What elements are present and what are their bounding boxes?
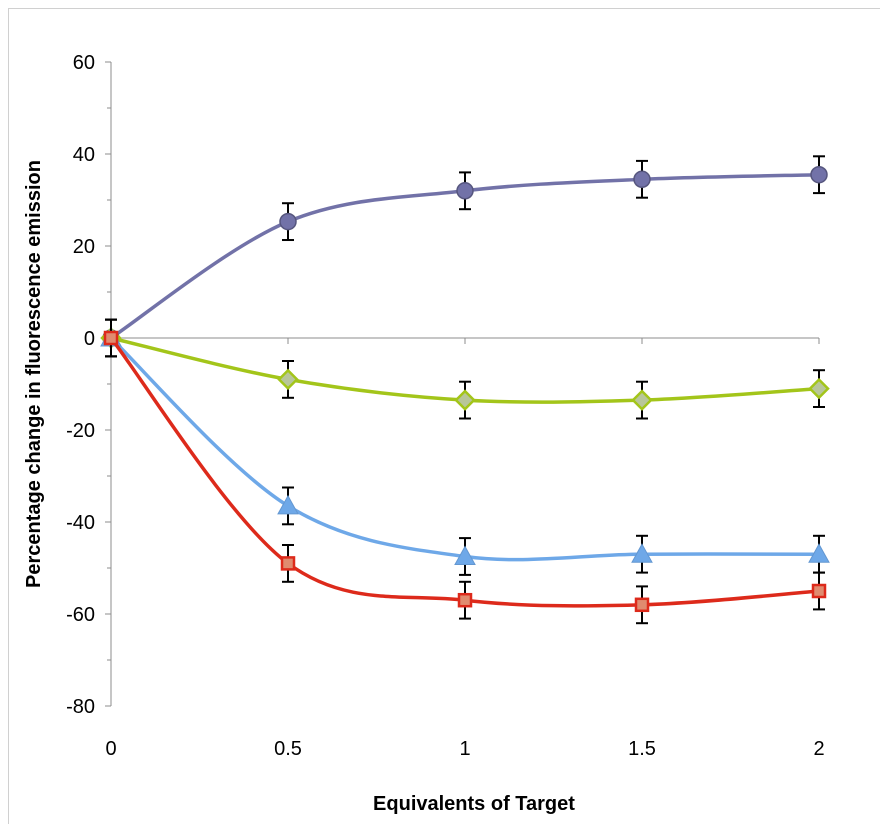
series-line: [109, 336, 821, 562]
data-point: [454, 545, 476, 565]
x-tick-label: 2: [813, 738, 824, 760]
y-tick-label: 0: [84, 328, 95, 350]
series-3: [100, 318, 830, 576]
series-line: [109, 336, 821, 608]
y-tick-label: 20: [73, 236, 95, 258]
x-tick-label: 1.5: [628, 738, 656, 760]
data-point: [808, 377, 830, 400]
x-tick-label: 1: [459, 738, 470, 760]
series-1: [102, 155, 828, 358]
data-point: [454, 389, 476, 411]
data-point: [456, 182, 474, 200]
y-tick-label: -60: [66, 604, 95, 626]
data-point: [633, 170, 651, 189]
data-point: [277, 494, 299, 515]
data-point: [279, 212, 297, 231]
chart-frame: [8, 8, 880, 824]
y-tick-label: 60: [73, 52, 95, 74]
data-point: [634, 597, 650, 613]
data-point: [457, 592, 473, 608]
y-tick-label: 40: [73, 144, 95, 166]
series-layer: [100, 155, 830, 625]
series-2: [100, 318, 830, 420]
data-point: [631, 543, 653, 563]
x-tick-label: 0: [105, 738, 116, 760]
y-tick-label: -40: [66, 512, 95, 534]
y-axis-title: Percentage change in fluorescence emissi…: [23, 160, 45, 588]
data-point: [277, 368, 299, 391]
data-point: [280, 556, 296, 571]
data-point: [811, 583, 827, 599]
x-axis-title: Equivalents of Target: [373, 793, 575, 815]
data-point: [808, 543, 830, 563]
data-point: [810, 165, 828, 184]
series-4: [103, 318, 827, 625]
y-tick-label: -20: [66, 420, 95, 442]
x-tick-label: 0.5: [274, 738, 302, 760]
axes: 60 40 20 0 -20 -40 -60 -80 0 0.5 1 1.5 2: [66, 52, 824, 760]
data-point: [631, 389, 653, 411]
y-tick-label: -80: [66, 696, 95, 718]
data-point: [103, 330, 119, 346]
